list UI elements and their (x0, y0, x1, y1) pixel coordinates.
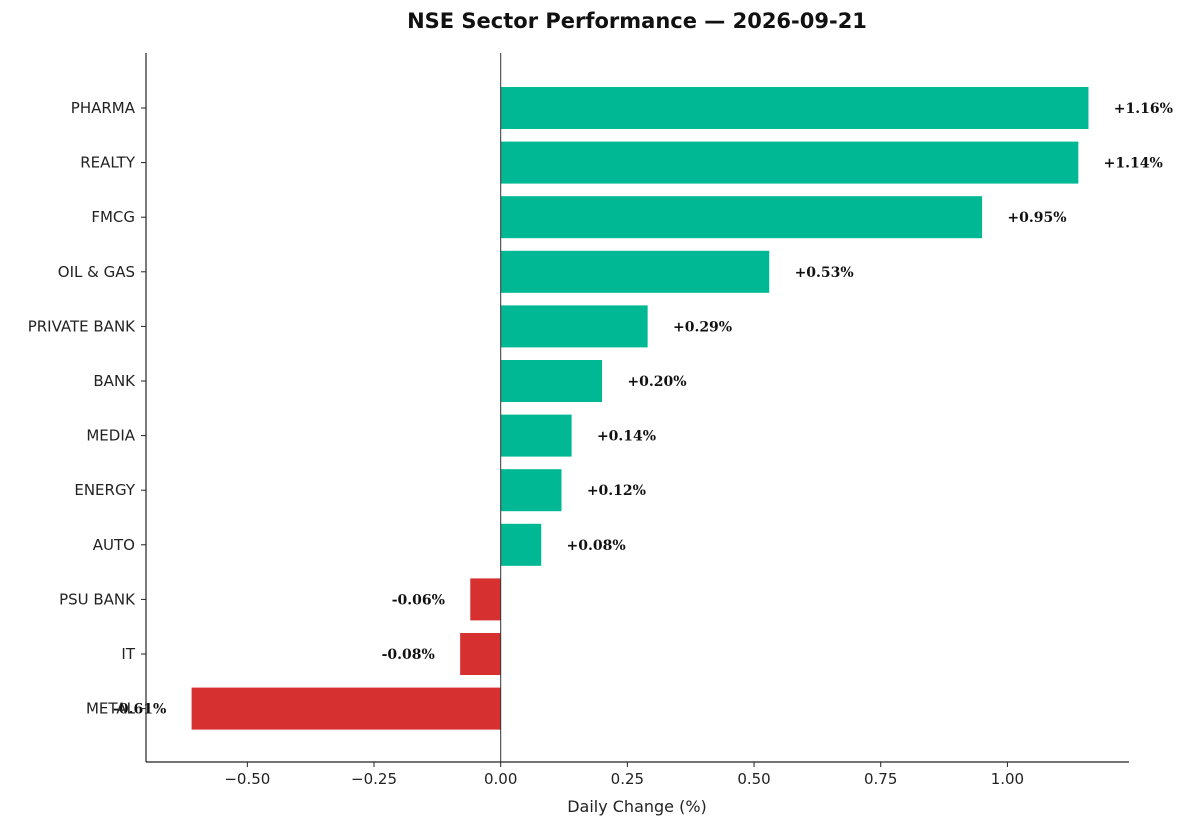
bar-energy (500, 469, 562, 512)
value-label-realty: +1.14% (1104, 156, 1163, 172)
value-label-media: +0.14% (597, 429, 656, 445)
y-tick-label-it: IT (121, 645, 135, 663)
bar-it (460, 633, 501, 675)
y-tick-label-realty: REALTY (80, 154, 136, 172)
x-tick-label: −0.25 (351, 770, 397, 788)
value-label-oil-and-gas: +0.53% (795, 265, 854, 281)
chart-title: NSE Sector Performance — 2026-09-21 (407, 9, 867, 33)
value-label-psu-bank: -0.06% (392, 592, 445, 608)
x-tick-label: 1.00 (991, 770, 1024, 788)
value-label-bank: +0.20% (627, 374, 686, 390)
y-tick-label-pharma: PHARMA (71, 99, 136, 117)
value-label-auto: +0.08% (567, 538, 626, 554)
x-tick-label: 0.50 (737, 770, 770, 788)
x-tick-label: 0.25 (611, 770, 644, 788)
y-axis-ticks: PHARMA REALTY FMCG OIL & GAS PRIVATE BANK BAN… (28, 99, 146, 718)
x-axis-ticks: −0.50 −0.25 0.00 0.25 0.50 0.75 1.00 (224, 762, 1024, 788)
bars-group (191, 87, 1089, 730)
x-tick-label: 0.75 (864, 770, 897, 788)
bar-media (500, 414, 572, 457)
y-tick-label-psu-bank: PSU BANK (59, 590, 136, 608)
value-label-metal: -0.61% (113, 702, 166, 718)
value-label-pharma: +1.16% (1114, 101, 1173, 117)
x-tick-label: −0.50 (224, 770, 270, 788)
bar-pharma (500, 87, 1089, 129)
value-labels-group: +1.16% +1.14% +0.95% +0.53% +0.29% +0.20% +0.1… (113, 101, 1173, 718)
y-tick-label-energy: ENERGY (74, 481, 135, 499)
bar-private-bank (500, 305, 648, 348)
bar-realty (500, 141, 1079, 184)
bar-bank (500, 360, 603, 402)
y-tick-label-oil-and-gas: OIL & GAS (58, 263, 135, 281)
bar-metal (191, 687, 501, 730)
x-axis-label: Daily Change (%) (567, 797, 707, 816)
bar-psu-bank (470, 578, 501, 621)
bar-oil-and-gas (500, 250, 770, 293)
value-label-private-bank: +0.29% (673, 319, 732, 335)
y-tick-label-auto: AUTO (93, 536, 135, 554)
y-tick-label-bank: BANK (93, 372, 136, 390)
value-label-energy: +0.12% (587, 483, 646, 499)
value-label-fmcg: +0.95% (1007, 210, 1066, 226)
y-tick-label-metal: METAL (86, 700, 136, 718)
bar-fmcg (500, 196, 983, 239)
y-tick-label-media: MEDIA (86, 427, 135, 445)
bar-auto (500, 523, 542, 566)
x-tick-label: 0.00 (484, 770, 517, 788)
y-tick-label-fmcg: FMCG (91, 208, 135, 226)
y-tick-label-private-bank: PRIVATE BANK (28, 317, 136, 335)
value-label-it: -0.08% (382, 647, 435, 663)
